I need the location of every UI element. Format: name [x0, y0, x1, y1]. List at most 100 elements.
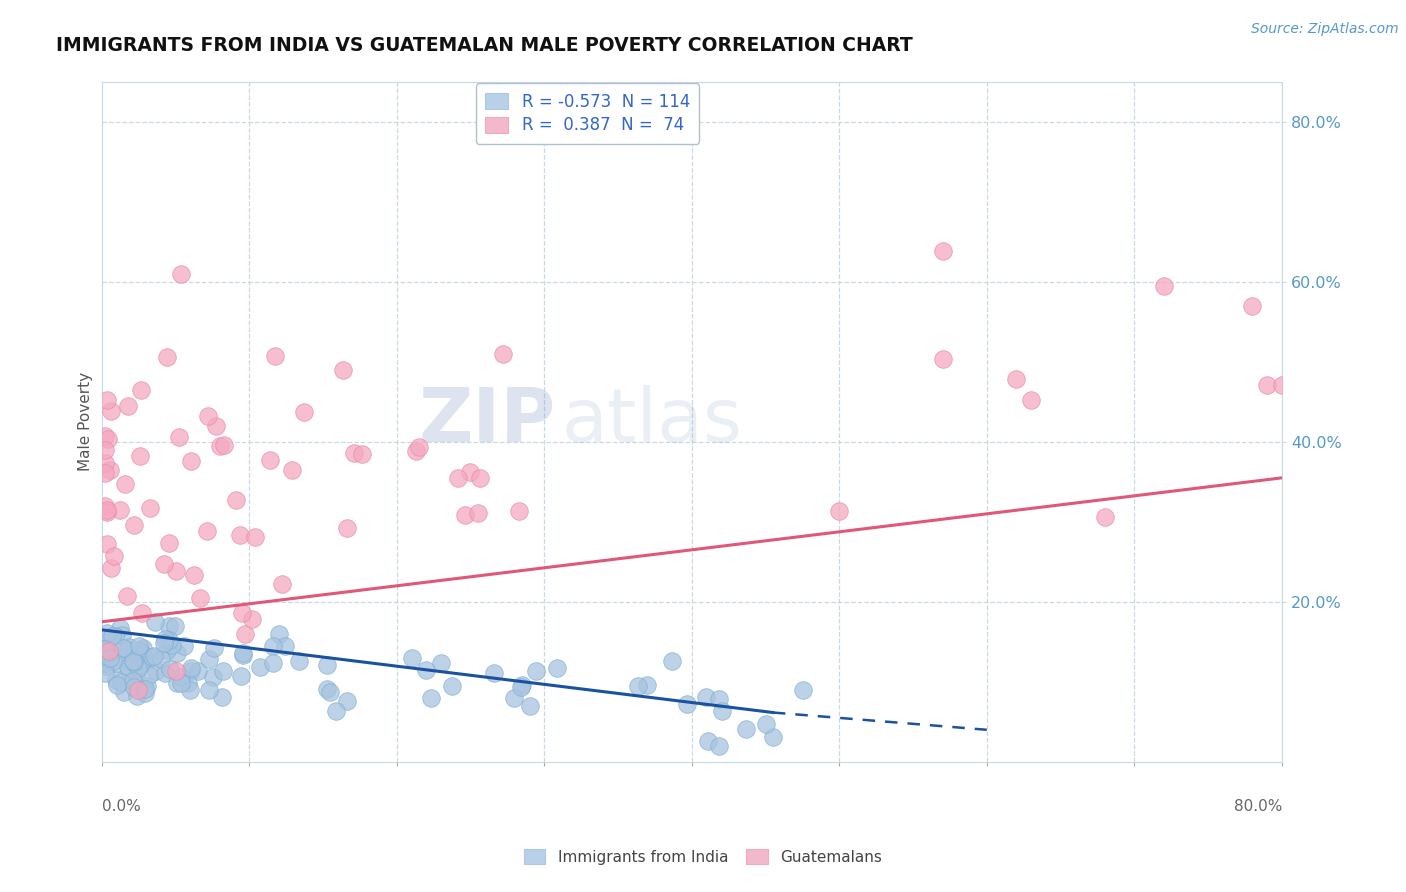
- Point: [180, 454, 202, 468]
- Point: [1005, 372, 1028, 386]
- Point: [170, 676, 193, 690]
- Point: [114, 476, 136, 491]
- Point: [636, 678, 658, 692]
- Point: [124, 517, 146, 532]
- Point: [512, 678, 534, 692]
- Point: [127, 682, 149, 697]
- Point: [96, 503, 118, 517]
- Point: [100, 560, 122, 574]
- Point: [211, 690, 233, 705]
- Point: [177, 675, 200, 690]
- Point: [156, 350, 179, 364]
- Point: [336, 521, 359, 535]
- Point: [124, 680, 146, 694]
- Point: [228, 528, 250, 542]
- Point: [460, 465, 482, 479]
- Point: [243, 530, 266, 544]
- Y-axis label: Male Poverty: Male Poverty: [79, 372, 93, 471]
- Point: [169, 430, 191, 444]
- Point: [205, 419, 228, 434]
- Point: [112, 685, 135, 699]
- Point: [118, 662, 141, 676]
- Point: [492, 347, 515, 361]
- Point: [166, 646, 188, 660]
- Point: [325, 704, 347, 718]
- Point: [141, 649, 163, 664]
- Point: [159, 662, 181, 676]
- Point: [231, 606, 253, 620]
- Point: [447, 471, 470, 485]
- Point: [98, 645, 121, 659]
- Point: [163, 619, 186, 633]
- Text: Source: ZipAtlas.com: Source: ZipAtlas.com: [1251, 22, 1399, 37]
- Point: [93, 456, 115, 470]
- Point: [710, 704, 733, 718]
- Point: [131, 645, 153, 659]
- Text: 80.0%: 80.0%: [1233, 799, 1282, 814]
- Point: [103, 654, 125, 668]
- Point: [118, 640, 141, 654]
- Point: [165, 564, 187, 578]
- Point: [143, 615, 166, 629]
- Point: [157, 633, 180, 648]
- Point: [96, 504, 118, 518]
- Point: [695, 690, 717, 704]
- Point: [173, 639, 195, 653]
- Point: [274, 639, 297, 653]
- Point: [100, 404, 122, 418]
- Point: [104, 673, 127, 687]
- Point: [1271, 377, 1294, 392]
- Point: [259, 453, 281, 467]
- Point: [415, 663, 437, 677]
- Point: [270, 576, 292, 591]
- Point: [240, 612, 263, 626]
- Point: [315, 681, 337, 696]
- Point: [94, 665, 117, 680]
- Point: [96, 537, 118, 551]
- Point: [131, 648, 153, 662]
- Point: [93, 656, 115, 670]
- Point: [281, 463, 304, 477]
- Point: [157, 619, 180, 633]
- Point: [96, 392, 118, 407]
- Point: [198, 682, 221, 697]
- Point: [468, 471, 491, 485]
- Point: [134, 681, 156, 696]
- Point: [128, 643, 150, 657]
- Point: [232, 648, 254, 662]
- Point: [122, 656, 145, 670]
- Text: atlas: atlas: [562, 385, 742, 458]
- Point: [482, 666, 505, 681]
- Point: [676, 698, 699, 712]
- Point: [96, 626, 118, 640]
- Point: [152, 636, 174, 650]
- Point: [429, 656, 451, 670]
- Point: [110, 675, 132, 690]
- Point: [165, 664, 187, 678]
- Point: [183, 568, 205, 582]
- Point: [467, 506, 489, 520]
- Legend: Immigrants from India, Guatemalans: Immigrants from India, Guatemalans: [517, 843, 889, 871]
- Point: [94, 641, 117, 656]
- Point: [187, 664, 209, 678]
- Point: [107, 678, 129, 692]
- Point: [129, 449, 152, 463]
- Point: [127, 689, 149, 703]
- Point: [127, 661, 149, 675]
- Point: [93, 641, 115, 656]
- Point: [149, 652, 172, 666]
- Point: [343, 446, 366, 460]
- Point: [267, 627, 290, 641]
- Point: [117, 659, 139, 673]
- Point: [1256, 378, 1278, 392]
- Point: [931, 244, 953, 259]
- Point: [332, 363, 354, 377]
- Point: [108, 503, 131, 517]
- Point: [156, 643, 179, 657]
- Point: [93, 633, 115, 648]
- Text: IMMIGRANTS FROM INDIA VS GUATEMALAN MALE POVERTY CORRELATION CHART: IMMIGRANTS FROM INDIA VS GUATEMALAN MALE…: [56, 36, 912, 54]
- Point: [319, 684, 342, 698]
- Point: [103, 549, 125, 564]
- Point: [519, 698, 541, 713]
- Point: [129, 657, 152, 672]
